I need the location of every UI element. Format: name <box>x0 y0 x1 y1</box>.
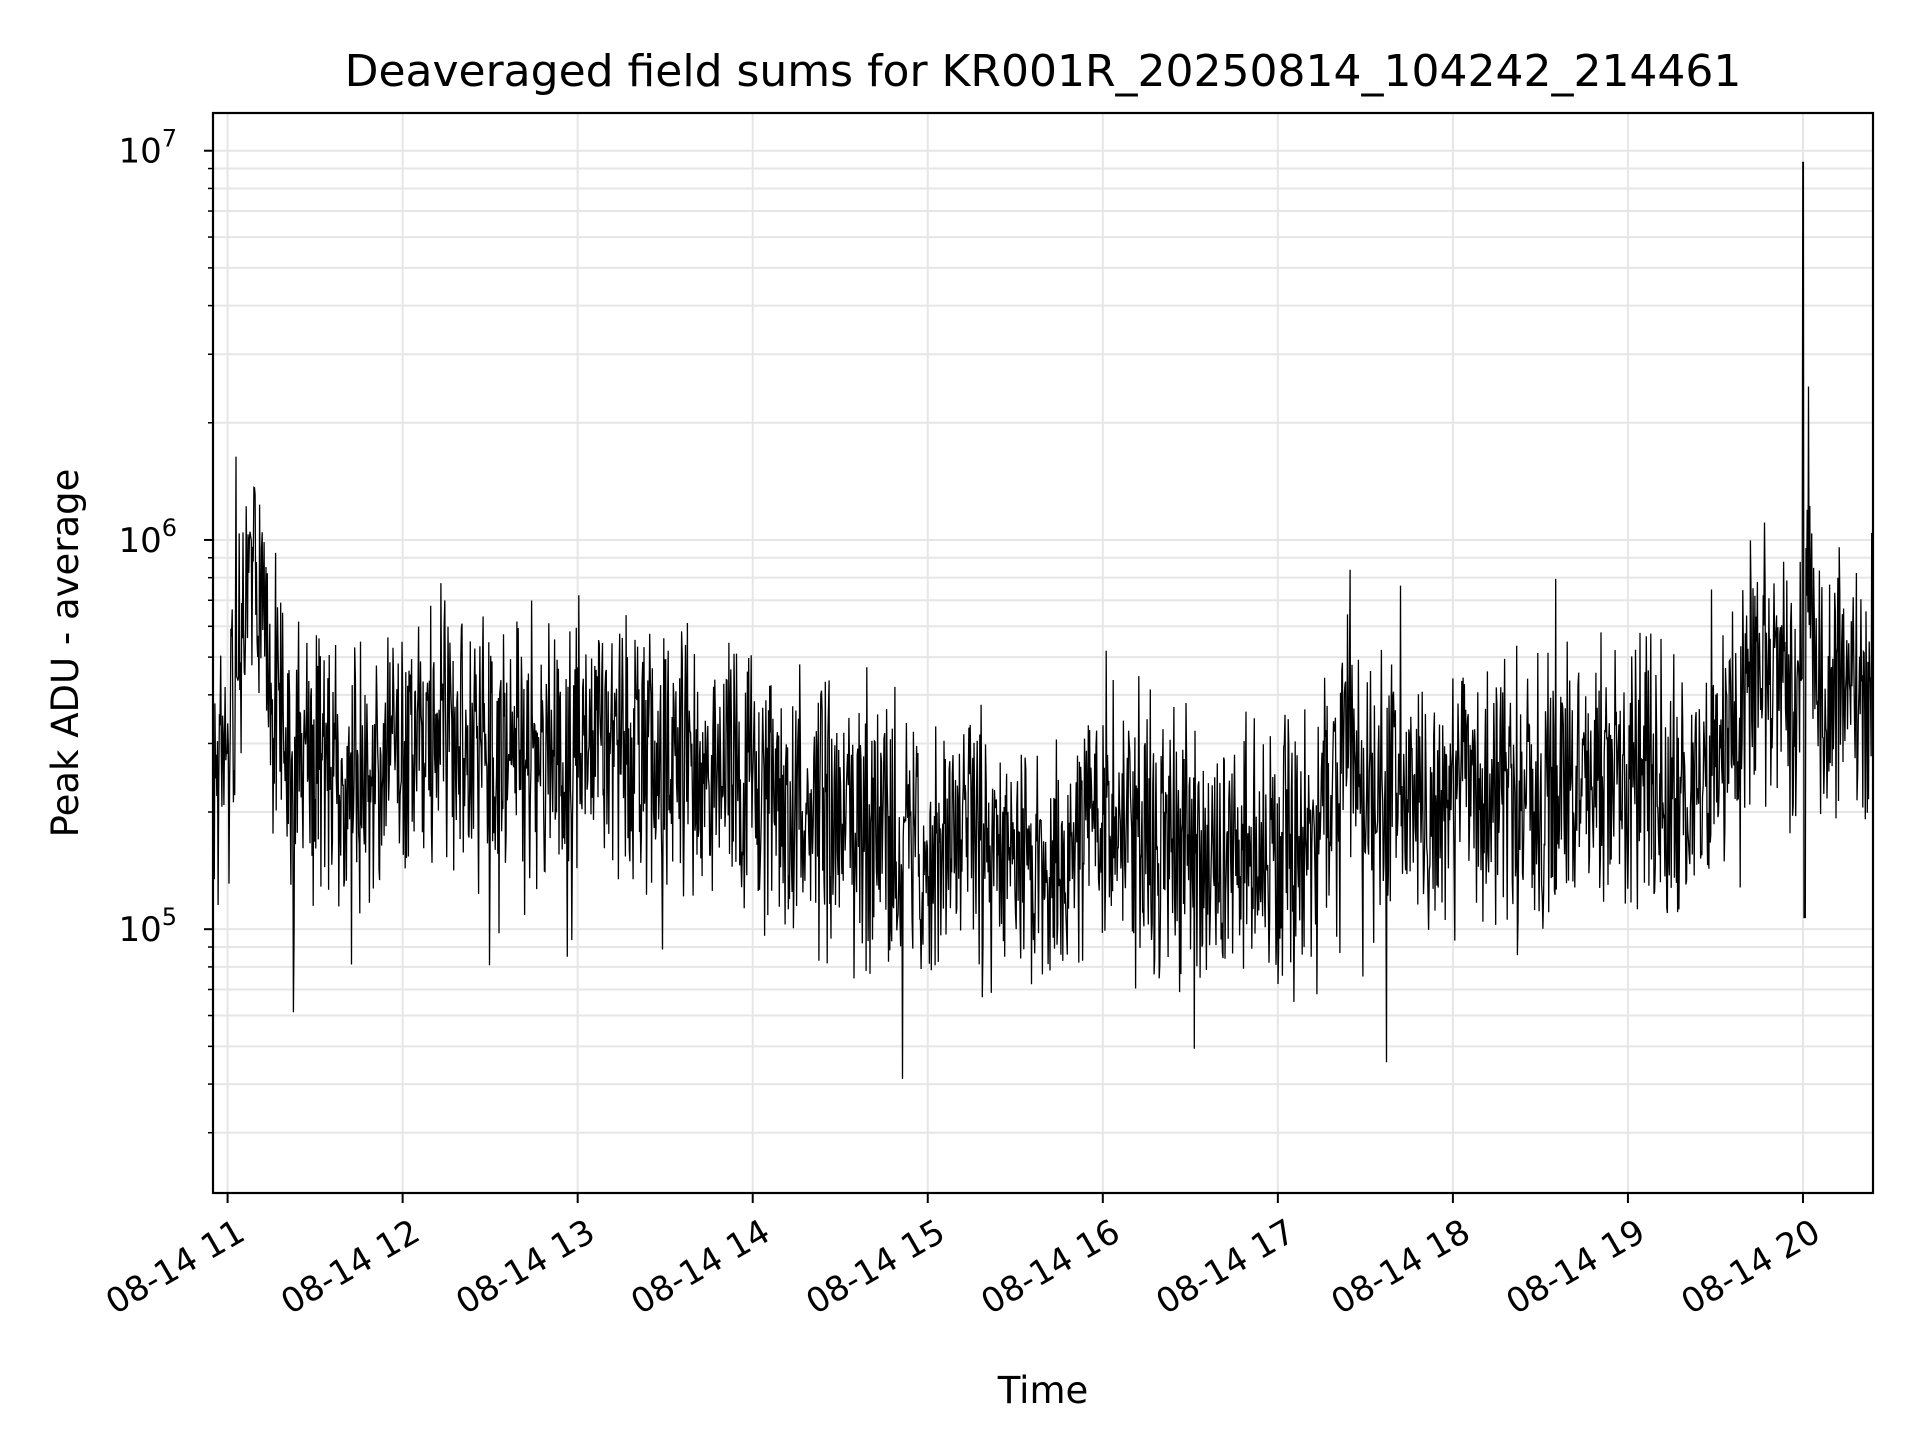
plot-frame <box>211 111 1875 1195</box>
series-line <box>212 161 1874 1079</box>
y-tick-label: 105 <box>118 903 177 950</box>
series-layer <box>212 161 1874 1079</box>
y-axis-label: Peak ADU - average <box>44 469 87 838</box>
chart-title: Deaveraged field sums for KR001R_2025081… <box>345 46 1742 97</box>
y-tick-label: 107 <box>118 125 177 172</box>
x-axis-label: Time <box>997 1369 1089 1412</box>
y-tick-label: 106 <box>118 514 177 561</box>
